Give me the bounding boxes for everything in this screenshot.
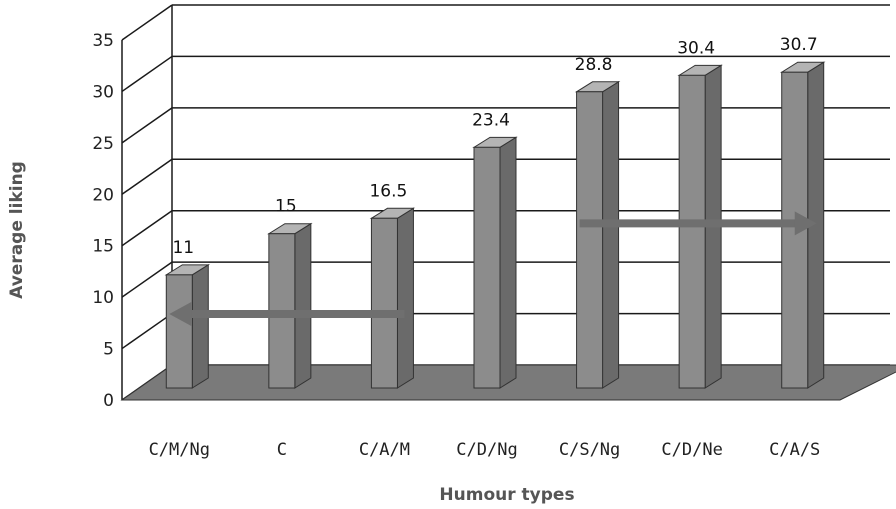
bar xyxy=(779,61,826,389)
gridline-side xyxy=(121,4,173,41)
bar-front xyxy=(370,217,398,389)
chart-walls xyxy=(121,5,173,400)
x-tick-label: C/D/Ne xyxy=(661,440,722,460)
y-tick-label: 15 xyxy=(92,237,114,257)
bar xyxy=(267,222,313,389)
data-label: 15 xyxy=(275,197,297,217)
y-tick-label: 35 xyxy=(92,31,114,51)
gridline-side xyxy=(121,55,173,93)
bar-side xyxy=(396,207,414,389)
y-tick-label: 0 xyxy=(103,391,114,411)
gridline-side xyxy=(121,312,173,350)
bar-side xyxy=(602,80,620,389)
bar-side xyxy=(191,263,209,389)
x-tick-label: C/A/M xyxy=(359,440,410,460)
bar xyxy=(369,207,416,389)
x-tick-label: C/D/Ng xyxy=(456,440,517,460)
bar-front xyxy=(678,74,706,389)
y-tick-label: 10 xyxy=(92,288,114,308)
y-tick-label: 20 xyxy=(92,185,114,205)
bar xyxy=(574,80,621,389)
data-label: 28.8 xyxy=(575,55,613,75)
arrow-head xyxy=(794,211,817,236)
gridline-side xyxy=(121,107,173,144)
bar-side xyxy=(499,136,517,389)
data-label: 11 xyxy=(172,238,194,258)
data-label: 30.4 xyxy=(677,38,715,58)
x-tick-label: C/S/Ng xyxy=(559,440,620,460)
bar-front xyxy=(576,91,604,389)
x-tick-label: C/A/S xyxy=(769,440,820,460)
bar xyxy=(164,263,211,389)
bar-side xyxy=(294,222,312,389)
arrows xyxy=(169,211,817,326)
data-label: 30.7 xyxy=(780,35,818,55)
labels: 0 5 10 15 20 25 30 35 11 C/M/Ng 15 C 16.5 C/A/M 23.4 C/… xyxy=(92,31,820,460)
y-axis-title: Average liking xyxy=(7,161,27,299)
arrow-head xyxy=(169,301,192,326)
y-tick-label: 30 xyxy=(92,82,114,102)
y-tick-label: 25 xyxy=(92,134,114,154)
y-tick-label: 5 xyxy=(103,340,114,360)
gridline-side xyxy=(121,158,173,195)
bar-front xyxy=(473,146,501,389)
arrow-annotation xyxy=(169,301,405,326)
x-axis-title: Humour types xyxy=(439,485,574,505)
bar xyxy=(472,136,518,389)
x-tick-label: C xyxy=(277,440,287,460)
gridline-side xyxy=(121,210,173,247)
arrow-annotation xyxy=(579,211,817,236)
data-label: 23.4 xyxy=(472,110,510,130)
gridline-side xyxy=(121,261,173,298)
data-label: 16.5 xyxy=(369,181,407,201)
x-tick-label: C/M/Ng xyxy=(149,440,210,460)
bar-front xyxy=(165,274,193,389)
